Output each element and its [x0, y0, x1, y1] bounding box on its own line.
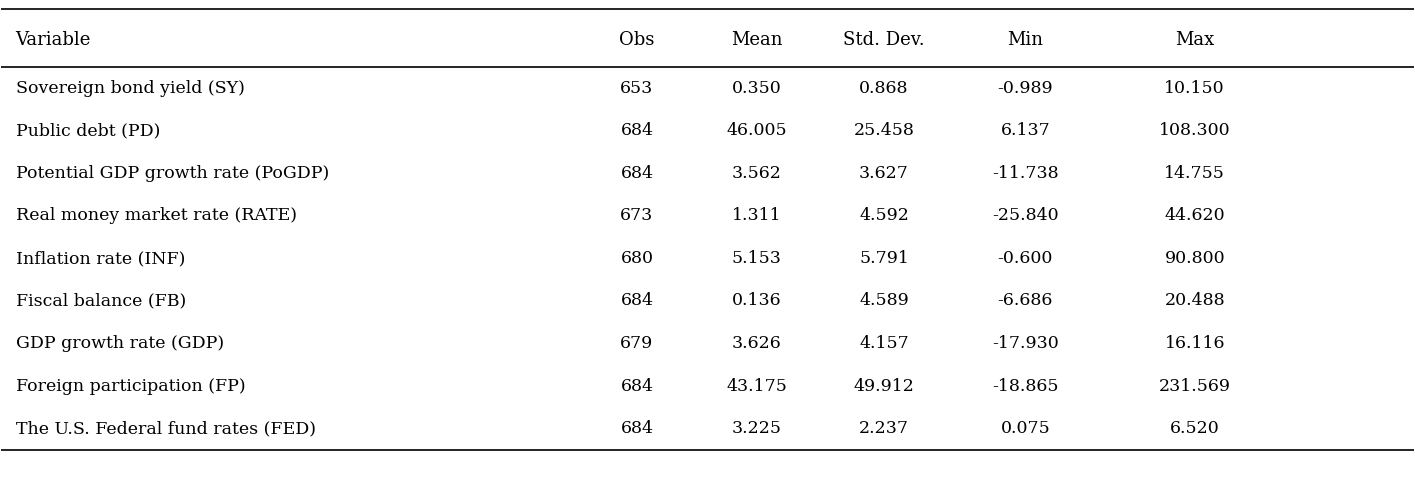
Text: 108.300: 108.300	[1159, 122, 1231, 139]
Text: 231.569: 231.569	[1159, 378, 1231, 395]
Text: 44.620: 44.620	[1165, 208, 1225, 225]
Text: -0.989: -0.989	[998, 80, 1053, 97]
Text: Min: Min	[1007, 31, 1043, 49]
Text: Inflation rate (INF): Inflation rate (INF)	[16, 250, 185, 267]
Text: 0.350: 0.350	[732, 80, 782, 97]
Text: 4.592: 4.592	[859, 208, 908, 225]
Text: 684: 684	[620, 122, 654, 139]
Text: The U.S. Federal fund rates (FED): The U.S. Federal fund rates (FED)	[16, 420, 316, 437]
Text: Public debt (PD): Public debt (PD)	[16, 122, 160, 139]
Text: 16.116: 16.116	[1165, 335, 1225, 352]
Text: Foreign participation (FP): Foreign participation (FP)	[16, 378, 245, 395]
Text: GDP growth rate (GDP): GDP growth rate (GDP)	[16, 335, 224, 352]
Text: 43.175: 43.175	[726, 378, 787, 395]
Text: 684: 684	[620, 165, 654, 182]
Text: 14.755: 14.755	[1165, 165, 1225, 182]
Text: -17.930: -17.930	[992, 335, 1058, 352]
Text: 684: 684	[620, 293, 654, 310]
Text: Std. Dev.: Std. Dev.	[843, 31, 925, 49]
Text: 46.005: 46.005	[727, 122, 787, 139]
Text: 25.458: 25.458	[853, 122, 914, 139]
Text: 680: 680	[620, 250, 654, 267]
Text: 679: 679	[620, 335, 654, 352]
Text: 2.237: 2.237	[859, 420, 908, 437]
Text: 0.136: 0.136	[732, 293, 781, 310]
Text: -25.840: -25.840	[992, 208, 1058, 225]
Text: 20.488: 20.488	[1165, 293, 1225, 310]
Text: 673: 673	[620, 208, 654, 225]
Text: 6.520: 6.520	[1170, 420, 1220, 437]
Text: Mean: Mean	[732, 31, 782, 49]
Text: Fiscal balance (FB): Fiscal balance (FB)	[16, 293, 185, 310]
Text: Obs: Obs	[620, 31, 655, 49]
Text: 4.589: 4.589	[859, 293, 908, 310]
Text: Real money market rate (RATE): Real money market rate (RATE)	[16, 208, 297, 225]
Text: 684: 684	[620, 420, 654, 437]
Text: 3.626: 3.626	[732, 335, 782, 352]
Text: -11.738: -11.738	[992, 165, 1058, 182]
Text: 49.912: 49.912	[853, 378, 914, 395]
Text: 5.153: 5.153	[732, 250, 782, 267]
Text: Variable: Variable	[16, 31, 91, 49]
Text: -18.865: -18.865	[992, 378, 1058, 395]
Text: -0.600: -0.600	[998, 250, 1053, 267]
Text: Potential GDP growth rate (PoGDP): Potential GDP growth rate (PoGDP)	[16, 165, 328, 182]
Text: 0.868: 0.868	[859, 80, 908, 97]
Text: 3.225: 3.225	[732, 420, 782, 437]
Text: Max: Max	[1174, 31, 1214, 49]
Text: 5.791: 5.791	[859, 250, 908, 267]
Text: 3.562: 3.562	[732, 165, 782, 182]
Text: 6.137: 6.137	[1000, 122, 1050, 139]
Text: 3.627: 3.627	[859, 165, 908, 182]
Text: 684: 684	[620, 378, 654, 395]
Text: Sovereign bond yield (SY): Sovereign bond yield (SY)	[16, 80, 245, 97]
Text: 4.157: 4.157	[859, 335, 908, 352]
Text: -6.686: -6.686	[998, 293, 1053, 310]
Text: 1.311: 1.311	[732, 208, 781, 225]
Text: 10.150: 10.150	[1165, 80, 1225, 97]
Text: 90.800: 90.800	[1165, 250, 1225, 267]
Text: 653: 653	[620, 80, 654, 97]
Text: 0.075: 0.075	[1000, 420, 1050, 437]
